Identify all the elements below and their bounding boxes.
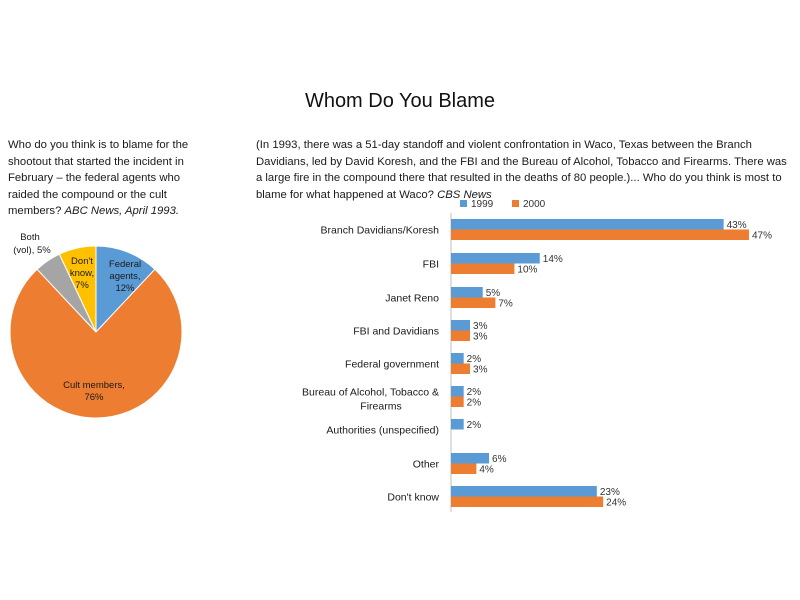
- legend-swatch-1999: [460, 200, 467, 207]
- bar-2000: [451, 496, 604, 507]
- bar-data-label: 47%: [752, 231, 772, 242]
- bar-data-label: 14%: [543, 254, 563, 265]
- bar-data-label: 2%: [467, 420, 482, 431]
- bar-data-label: 3%: [473, 365, 488, 376]
- bar-1999: [451, 253, 540, 264]
- bar-2000: [451, 263, 515, 274]
- bar-2000: [451, 463, 477, 474]
- pie-slice: [58, 245, 97, 333]
- bar-data-label: 7%: [498, 299, 513, 310]
- category-label: Authorities (unspecified): [326, 425, 439, 437]
- bar-1999: [451, 453, 490, 464]
- bar-data-label: 5%: [486, 288, 501, 299]
- bar-1999: [451, 287, 483, 298]
- bar-data-label: 3%: [473, 321, 488, 332]
- pie-slice: [9, 268, 183, 419]
- bar-question: (In 1993, there was a 51-day standoff an…: [256, 137, 796, 203]
- pie-slice: [95, 245, 156, 334]
- bar-data-label: 24%: [606, 498, 626, 509]
- bar-data-label: 4%: [479, 465, 494, 476]
- bar-1999: [451, 386, 464, 397]
- category-label: FBI and Davidians: [353, 326, 439, 338]
- bar-1999: [451, 353, 464, 364]
- bar-1999: [451, 419, 464, 430]
- pie-data-label: 12%: [115, 283, 135, 294]
- bar-1999: [451, 219, 724, 230]
- pie-label: know,: [70, 268, 94, 279]
- category-label: Federal government: [345, 359, 439, 371]
- bar-data-label: 2%: [467, 387, 482, 398]
- bar-2000: [451, 363, 471, 374]
- bar-2000: [451, 297, 496, 308]
- bar-data-label: 2%: [467, 398, 482, 409]
- category-label: Don't know: [387, 492, 439, 504]
- category-label: Janet Reno: [385, 293, 439, 305]
- bar-2000: [451, 330, 471, 341]
- category-label: Bureau of Alcohol, Tobacco &: [302, 387, 439, 399]
- pie-question-source: ABC News, April 1993.: [64, 205, 179, 217]
- pie-question-text: Who do you think is to blame for the sho…: [8, 139, 189, 217]
- pie-label: Cult members,: [63, 380, 125, 391]
- category-label: Other: [413, 459, 440, 471]
- bar-2000: [451, 229, 749, 240]
- bar-data-label: 2%: [467, 354, 482, 365]
- pie-label: Both: [20, 232, 40, 243]
- legend-label-1999: 1999: [471, 199, 494, 210]
- page-title: Whom Do You Blame: [304, 90, 496, 112]
- legend-label-2000: 2000: [523, 199, 546, 210]
- pie-question: Who do you think is to blame for the sho…: [8, 137, 208, 220]
- pie-label: Federal: [109, 259, 141, 270]
- legend-swatch-2000: [512, 200, 519, 207]
- category-label: FBI: [423, 259, 439, 271]
- bar-data-label: 10%: [517, 265, 537, 276]
- category-label: Branch Davidians/Koresh: [321, 225, 440, 237]
- pie-label: agents,: [109, 271, 140, 282]
- category-label: Firearms: [360, 401, 401, 413]
- pie-label: (vol), 5%: [13, 245, 51, 256]
- bar-2000: [451, 396, 464, 407]
- bar-question-text: (In 1993, there was a 51-day standoff an…: [256, 139, 787, 201]
- pie-data-label: 7%: [75, 280, 89, 291]
- bar-data-label: 3%: [473, 332, 488, 343]
- bar-1999: [451, 320, 471, 331]
- bar-data-label: 43%: [727, 220, 747, 231]
- bar-question-source: CBS News: [437, 188, 492, 201]
- pie-label: Don't: [71, 256, 93, 267]
- bar-data-label: 6%: [492, 454, 507, 465]
- bar-1999: [451, 486, 597, 497]
- bar-data-label: 23%: [600, 487, 620, 498]
- pie-data-label: 76%: [84, 392, 104, 403]
